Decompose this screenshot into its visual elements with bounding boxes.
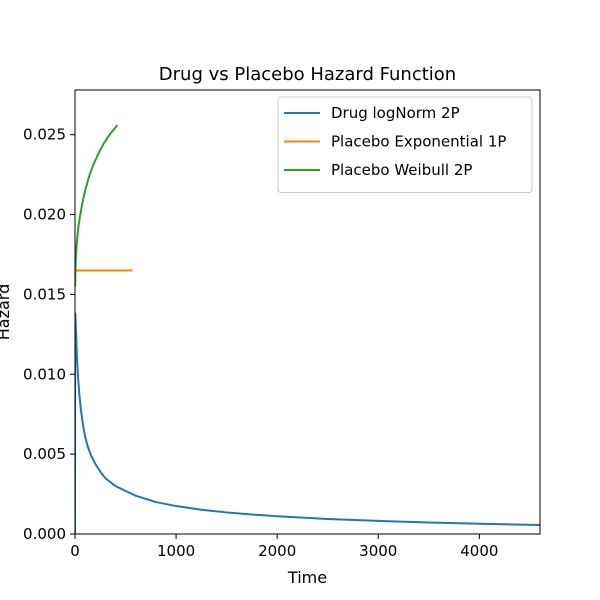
legend-box (277, 96, 533, 193)
legend-entry-label: Drug logNorm 2P (331, 104, 460, 122)
series-line-placebo-weibull-2p (75, 124, 119, 287)
x-tick-label: 0 (70, 542, 80, 560)
series-lines (75, 124, 540, 534)
y-tick-label: 0.000 (23, 525, 66, 543)
y-tick-label: 0.015 (23, 285, 66, 303)
chart-title: Drug vs Placebo Hazard Function (159, 64, 456, 85)
x-axis-label: Time (287, 568, 327, 587)
x-tick-label: 2000 (258, 542, 296, 560)
axes-frame (74, 89, 541, 535)
x-tick-label: 4000 (460, 542, 498, 560)
y-tick-label: 0.005 (23, 445, 66, 463)
legend-entry-label: Placebo Exponential 1P (331, 133, 506, 151)
x-tick-label: 1000 (157, 542, 195, 560)
y-tick-label: 0.025 (23, 126, 66, 144)
y-tick-label: 0.020 (23, 206, 66, 224)
legend: Drug logNorm 2P Placebo Exponential 1P Pla… (277, 96, 533, 193)
plot-area (75, 124, 540, 534)
y-axis-label: Hazard (0, 284, 13, 341)
axes: 0 1000 2000 3000 4000 0.000 0.005 0.010 0.015 0.0… (23, 89, 541, 560)
legend-entry-label: Placebo Weibull 2P (331, 161, 472, 179)
y-tick-label: 0.010 (23, 365, 66, 383)
x-tick-label: 3000 (359, 542, 397, 560)
series-line-drug-lognorm-2p (75, 312, 540, 534)
